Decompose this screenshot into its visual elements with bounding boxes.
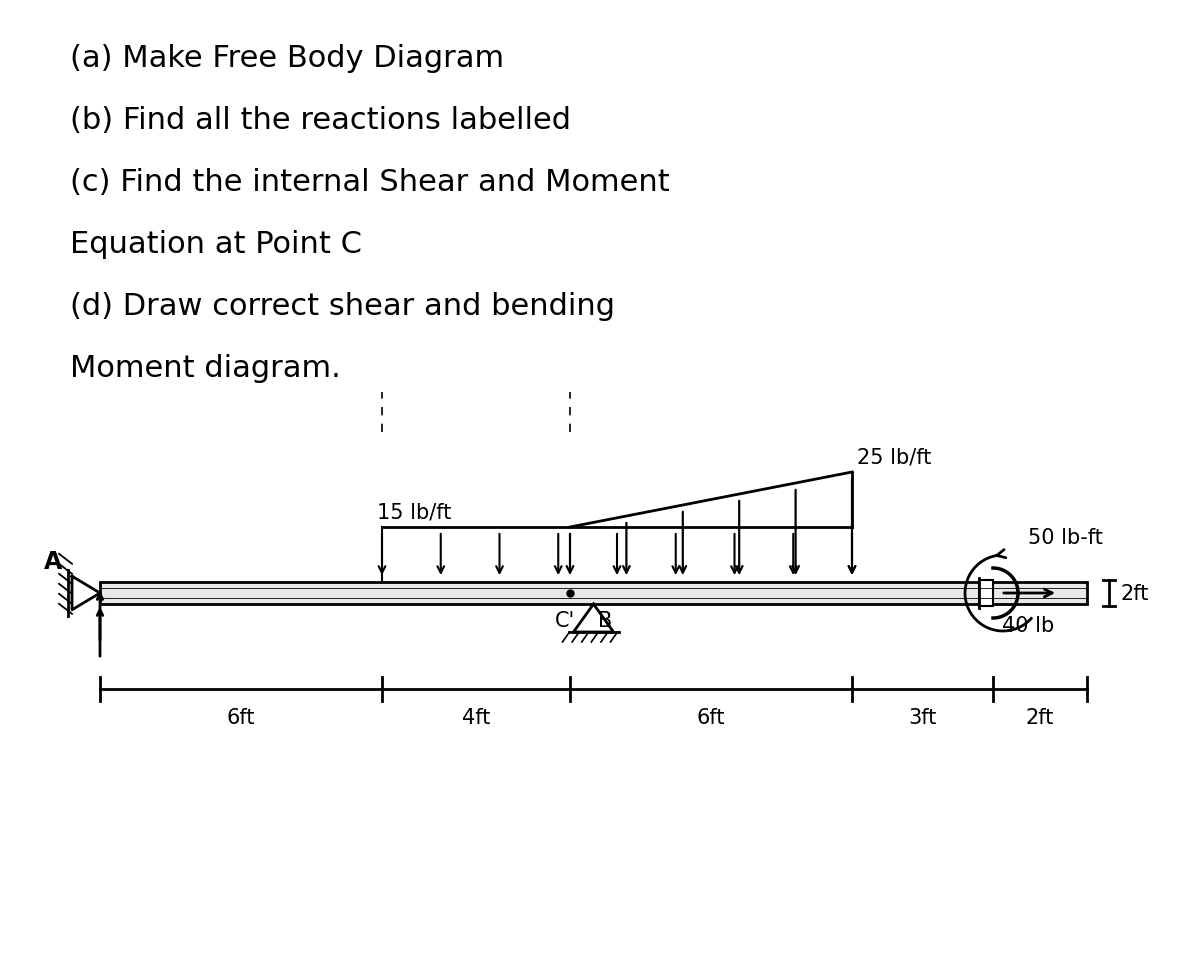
Text: 3ft: 3ft <box>908 707 937 727</box>
Text: Moment diagram.: Moment diagram. <box>70 354 341 382</box>
Text: 4ft: 4ft <box>462 707 490 727</box>
Text: 6ft: 6ft <box>697 707 725 727</box>
Text: (c) Find the internal Shear and Moment: (c) Find the internal Shear and Moment <box>70 168 670 196</box>
Text: 40 lb: 40 lb <box>1002 616 1054 636</box>
Text: B: B <box>599 610 613 630</box>
Bar <box>100 582 1087 604</box>
Text: 25 lb/ft: 25 lb/ft <box>857 448 931 468</box>
Text: A: A <box>43 550 62 574</box>
Text: (a) Make Free Body Diagram: (a) Make Free Body Diagram <box>70 44 504 73</box>
Text: C': C' <box>554 610 575 630</box>
Text: 6ft: 6ft <box>227 707 256 727</box>
Text: Equation at Point C: Equation at Point C <box>70 230 362 258</box>
Text: (d) Draw correct shear and bending: (d) Draw correct shear and bending <box>70 292 616 320</box>
Text: (b) Find all the reactions labelled: (b) Find all the reactions labelled <box>70 106 571 135</box>
Text: 2ft: 2ft <box>1120 583 1148 603</box>
Text: 50 lb-ft: 50 lb-ft <box>1028 527 1103 547</box>
Bar <box>979 580 994 606</box>
Text: 15 lb/ft: 15 lb/ft <box>377 502 451 522</box>
Text: 2ft: 2ft <box>1026 707 1054 727</box>
